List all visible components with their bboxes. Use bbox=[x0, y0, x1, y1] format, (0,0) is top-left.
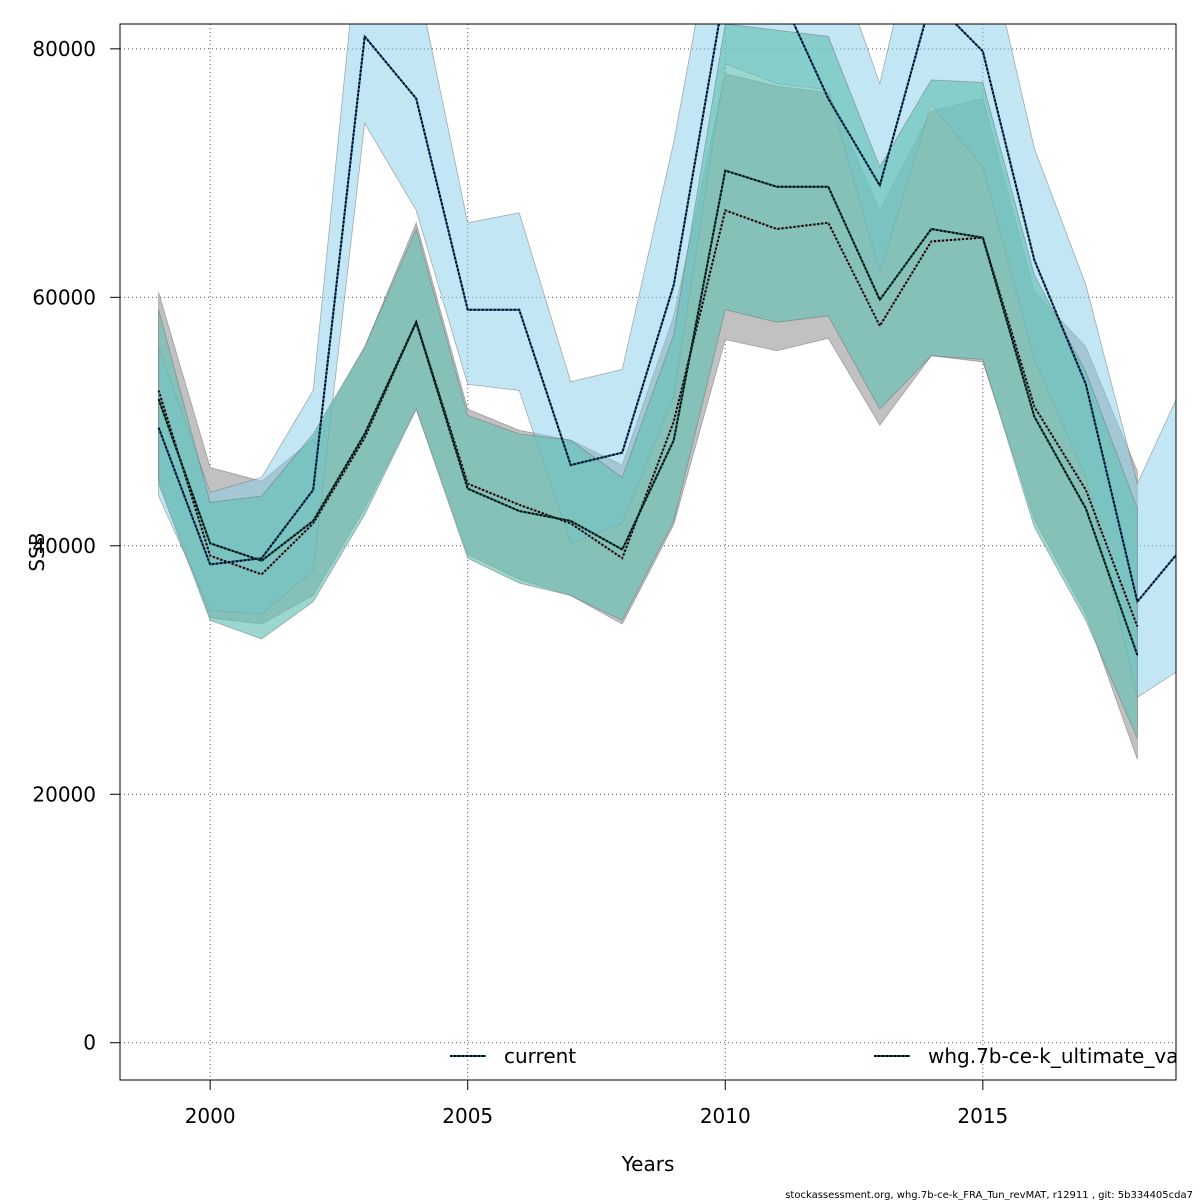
confidence-band-2 bbox=[158, 24, 1138, 739]
series-point-1-2018 bbox=[1136, 601, 1138, 603]
series-point-2-2006 bbox=[518, 510, 520, 512]
series-point-2-2014 bbox=[930, 228, 932, 230]
series-point-2-1999 bbox=[158, 398, 160, 400]
series-point-1-2003 bbox=[364, 35, 366, 37]
series-point-0-2013 bbox=[879, 325, 881, 327]
series-point-1-2017 bbox=[1085, 383, 1087, 385]
series-point-1-2006 bbox=[518, 309, 520, 311]
series-point-0-2016 bbox=[1033, 406, 1035, 408]
series-point-2-2001 bbox=[261, 560, 263, 562]
series-point-1-2009 bbox=[673, 284, 675, 286]
series-point-2-2004 bbox=[415, 321, 417, 323]
series-point-2-2000 bbox=[209, 542, 211, 544]
series-point-1-2005 bbox=[467, 309, 469, 311]
confidence-bands bbox=[158, 24, 1176, 760]
x-axis-title: Years bbox=[621, 1152, 675, 1176]
series-point-1-2019 bbox=[1188, 539, 1189, 540]
series-point-2-2005 bbox=[467, 488, 469, 490]
series-point-1-2013 bbox=[879, 185, 881, 187]
series-point-0-2012 bbox=[827, 222, 829, 224]
series-point-0-2000 bbox=[209, 555, 211, 557]
series-point-2-2018 bbox=[1136, 654, 1138, 656]
series-point-2-2015 bbox=[982, 237, 984, 239]
series-point-1-2000 bbox=[209, 563, 211, 565]
series-point-0-2001 bbox=[261, 573, 263, 575]
series-point-1-2001 bbox=[261, 557, 263, 559]
y-axis: 0 20000 40000 60000 80000 bbox=[32, 37, 120, 1055]
series-point-2-2011 bbox=[776, 186, 778, 188]
series-point-0-2009 bbox=[673, 421, 675, 423]
series-point-1-2004 bbox=[415, 98, 417, 100]
series-point-2-2017 bbox=[1085, 508, 1087, 510]
series-point-1-2007 bbox=[570, 464, 572, 466]
y-tick-label-20000: 20000 bbox=[32, 782, 96, 806]
series-point-2-2008 bbox=[621, 549, 623, 551]
legend-label-1: current bbox=[504, 1044, 576, 1068]
series-point-2-2009 bbox=[673, 439, 675, 441]
x-axis: 2000 2005 2010 2015 bbox=[185, 1080, 1008, 1128]
y-tick-label-60000: 60000 bbox=[32, 285, 96, 309]
plot-frame bbox=[119, 23, 1177, 1081]
x-tick-label-2000: 2000 bbox=[185, 1104, 236, 1128]
series-line-2 bbox=[157, 169, 1139, 656]
series-point-0-2018 bbox=[1136, 626, 1138, 628]
series-point-0-2007 bbox=[570, 522, 572, 524]
series-point-0-2014 bbox=[930, 240, 932, 242]
x-tick-label-2010: 2010 bbox=[700, 1104, 751, 1128]
series-point-2-2003 bbox=[364, 433, 366, 435]
y-tick-label-40000: 40000 bbox=[32, 534, 96, 558]
series-lines bbox=[157, 24, 1189, 656]
legend: e current whg.7b-ce-k_ultimate_va bbox=[450, 1044, 1178, 1068]
series-line-0 bbox=[157, 209, 1139, 627]
y-tick-label-80000: 80000 bbox=[32, 37, 96, 61]
series-point-0-2017 bbox=[1085, 489, 1087, 491]
footer-credit: stockassessment.org, whg.7b-ce-k_FRA_Tun… bbox=[785, 1190, 1193, 1200]
series-point-2-2012 bbox=[827, 186, 829, 188]
series-point-1-2012 bbox=[827, 98, 829, 100]
y-axis-title: SSB bbox=[25, 532, 49, 571]
x-tick-label-2015: 2015 bbox=[957, 1104, 1008, 1128]
series-point-0-2010 bbox=[724, 209, 726, 211]
series-point-1-2015 bbox=[982, 50, 984, 52]
series-point-2-2007 bbox=[570, 520, 572, 522]
series-point-0-2008 bbox=[621, 557, 623, 559]
series-point-2-2010 bbox=[724, 170, 726, 172]
series-point-0-2006 bbox=[518, 504, 520, 506]
series-point-1-2002 bbox=[312, 489, 314, 491]
x-tick-label-2005: 2005 bbox=[442, 1104, 493, 1128]
series-point-2-2013 bbox=[879, 299, 881, 301]
series-point-1-2008 bbox=[621, 452, 623, 454]
series-point-2-2016 bbox=[1033, 416, 1035, 418]
series-point-0-2005 bbox=[467, 483, 469, 485]
series-point-2-2002 bbox=[312, 520, 314, 522]
y-tick-label-0: 0 bbox=[83, 1031, 96, 1055]
series-point-0-2003 bbox=[364, 437, 366, 439]
series-point-1-1999 bbox=[158, 427, 160, 429]
series-point-0-2002 bbox=[312, 522, 314, 524]
legend-label-2: whg.7b-ce-k_ultimate_va bbox=[928, 1044, 1178, 1068]
series-point-0-1999 bbox=[158, 389, 160, 391]
series-point-0-2011 bbox=[776, 228, 778, 230]
series-point-1-2016 bbox=[1033, 259, 1035, 261]
